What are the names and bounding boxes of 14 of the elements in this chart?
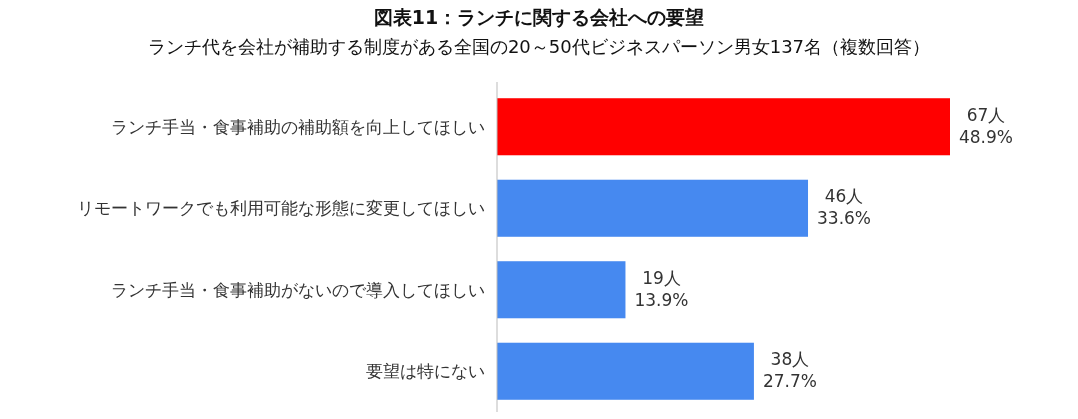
y-tick-label: リモートワークでも利用可能な形態に変更してほしい [77,199,485,219]
y-tick-label: ランチ手当・食事補助がないので導入してほしい [111,280,485,300]
chart-title: 図表11：ランチに関する会社への要望 [373,6,705,28]
data-label: 67人 48.9% [958,104,1014,147]
data-label: 46人 33.6% [817,186,872,229]
chart-subtitle: ランチ代を会社が補助する制度がある全国の20～50代ビジネスパーソン男女137名（複数回答） [147,36,931,57]
y-tick-label: 要望は特にない [366,362,485,382]
bar [497,261,626,319]
bar [497,179,809,237]
bar [497,98,950,156]
bar [497,342,754,400]
data-label: 19人 13.9% [634,267,689,310]
data-label: 38人 27.7% [762,349,817,392]
y-tick-label: ランチ手当・食事補助の補助額を向上してほしい [111,117,485,137]
